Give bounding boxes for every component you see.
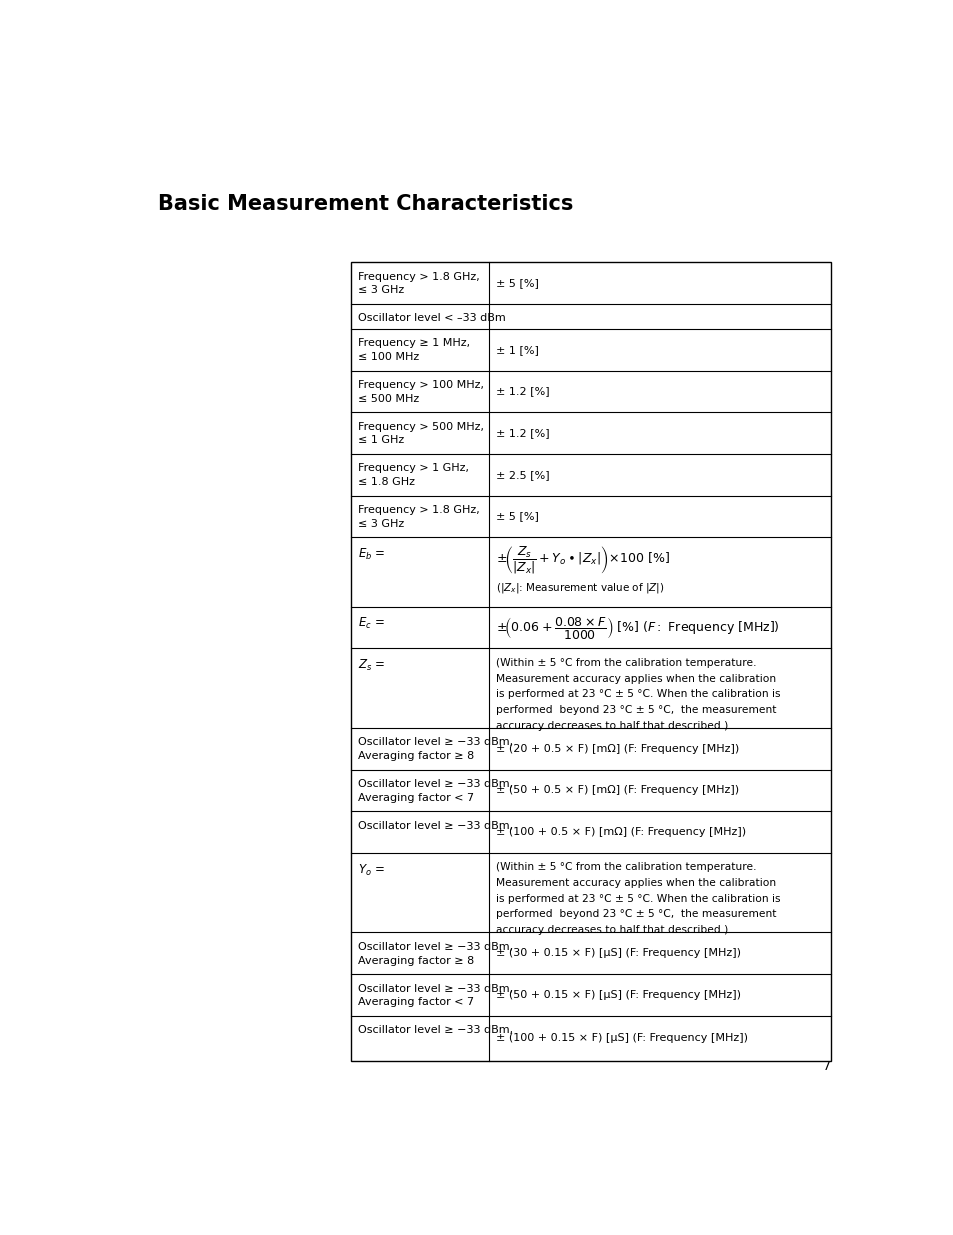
Text: $E_c$ =: $E_c$ = [357,616,384,631]
Text: Measurement accuracy applies when the calibration: Measurement accuracy applies when the ca… [496,673,776,684]
Text: ± (100 + 0.5 × F) [mΩ] (F: Frequency [MHz]): ± (100 + 0.5 × F) [mΩ] (F: Frequency [MH… [496,827,745,837]
Text: Frequency > 1.8 GHz,
≤ 3 GHz: Frequency > 1.8 GHz, ≤ 3 GHz [357,272,479,295]
Text: performed  beyond 23 °C ± 5 °C,  the measurement: performed beyond 23 °C ± 5 °C, the measu… [496,705,776,715]
Text: $\pm\!\left(\dfrac{Z_s}{|Z_x|} + Y_o \bullet |Z_x|\right)\!\times\!100\ [\%]$: $\pm\!\left(\dfrac{Z_s}{|Z_x|} + Y_o \bu… [496,545,670,576]
Text: Oscillator level ≥ −33 dBm,
Averaging factor ≥ 8: Oscillator level ≥ −33 dBm, Averaging fa… [357,737,513,761]
Text: Frequency ≥ 1 MHz,
≤ 100 MHz: Frequency ≥ 1 MHz, ≤ 100 MHz [357,338,470,362]
Text: ± 1.2 [%]: ± 1.2 [%] [496,429,549,438]
Text: ± (50 + 0.15 × F) [μS] (F: Frequency [MHz]): ± (50 + 0.15 × F) [μS] (F: Frequency [MH… [496,990,740,1000]
Text: ± 1 [%]: ± 1 [%] [496,345,538,354]
Text: Oscillator level ≥ −33 dBm,: Oscillator level ≥ −33 dBm, [357,821,513,831]
Text: is performed at 23 °C ± 5 °C. When the calibration is: is performed at 23 °C ± 5 °C. When the c… [496,894,780,904]
Text: ± 5 [%]: ± 5 [%] [496,278,538,288]
Text: $(|Z_x|$: Measurement value of $|Z|)$: $(|Z_x|$: Measurement value of $|Z|)$ [496,582,664,595]
Text: $E_b$ =: $E_b$ = [357,547,385,562]
Text: (Within ± 5 °C from the calibration temperature.: (Within ± 5 °C from the calibration temp… [496,862,756,872]
Text: Basic Measurement Characteristics: Basic Measurement Characteristics [157,194,573,214]
Text: ± (50 + 0.5 × F) [mΩ] (F: Frequency [MHz]): ± (50 + 0.5 × F) [mΩ] (F: Frequency [MHz… [496,785,739,795]
Text: Oscillator level ≥ −33 dBm,: Oscillator level ≥ −33 dBm, [357,1025,513,1035]
Text: Oscillator level ≥ −33 dBm,
Averaging factor < 7: Oscillator level ≥ −33 dBm, Averaging fa… [357,779,513,803]
Text: Oscillator level < –33 dBm: Oscillator level < –33 dBm [357,314,505,324]
Text: accuracy decreases to half that described.): accuracy decreases to half that describe… [496,721,728,731]
Text: Oscillator level ≥ −33 dBm,
Averaging factor ≥ 8: Oscillator level ≥ −33 dBm, Averaging fa… [357,942,513,966]
Text: ± 1.2 [%]: ± 1.2 [%] [496,387,549,396]
Text: Frequency > 1 GHz,
≤ 1.8 GHz: Frequency > 1 GHz, ≤ 1.8 GHz [357,463,469,487]
Text: performed  beyond 23 °C ± 5 °C,  the measurement: performed beyond 23 °C ± 5 °C, the measu… [496,909,776,920]
Text: ± 2.5 [%]: ± 2.5 [%] [496,469,549,479]
Text: $\pm\!\left(0.06 + \dfrac{0.08\times F}{1000}\right)\ [\%]\ (F\mathrm{:\ Frequen: $\pm\!\left(0.06 + \dfrac{0.08\times F}{… [496,615,780,641]
Text: Frequency > 1.8 GHz,
≤ 3 GHz: Frequency > 1.8 GHz, ≤ 3 GHz [357,505,479,529]
Text: ± 5 [%]: ± 5 [%] [496,511,538,521]
Text: $Z_s$ =: $Z_s$ = [357,658,385,673]
Text: Measurement accuracy applies when the calibration: Measurement accuracy applies when the ca… [496,878,776,888]
Text: Oscillator level ≥ −33 dBm,
Averaging factor < 7: Oscillator level ≥ −33 dBm, Averaging fa… [357,983,513,1008]
Text: accuracy decreases to half that described.): accuracy decreases to half that describe… [496,925,728,935]
Text: Frequency > 100 MHz,
≤ 500 MHz: Frequency > 100 MHz, ≤ 500 MHz [357,380,483,404]
Text: ± (100 + 0.15 × F) [μS] (F: Frequency [MHz]): ± (100 + 0.15 × F) [μS] (F: Frequency [M… [496,1034,747,1044]
Text: (Within ± 5 °C from the calibration temperature.: (Within ± 5 °C from the calibration temp… [496,658,756,668]
Bar [351,262,830,1061]
Text: ± (30 + 0.15 × F) [μS] (F: Frequency [MHz]): ± (30 + 0.15 × F) [μS] (F: Frequency [MH… [496,948,740,958]
Text: 7: 7 [821,1060,830,1072]
Text: ± (20 + 0.5 × F) [mΩ] (F: Frequency [MHz]): ± (20 + 0.5 × F) [mΩ] (F: Frequency [MHz… [496,743,739,753]
Text: is performed at 23 °C ± 5 °C. When the calibration is: is performed at 23 °C ± 5 °C. When the c… [496,689,780,699]
Text: $Y_o$ =: $Y_o$ = [357,862,385,878]
Text: Frequency > 500 MHz,
≤ 1 GHz: Frequency > 500 MHz, ≤ 1 GHz [357,421,483,446]
